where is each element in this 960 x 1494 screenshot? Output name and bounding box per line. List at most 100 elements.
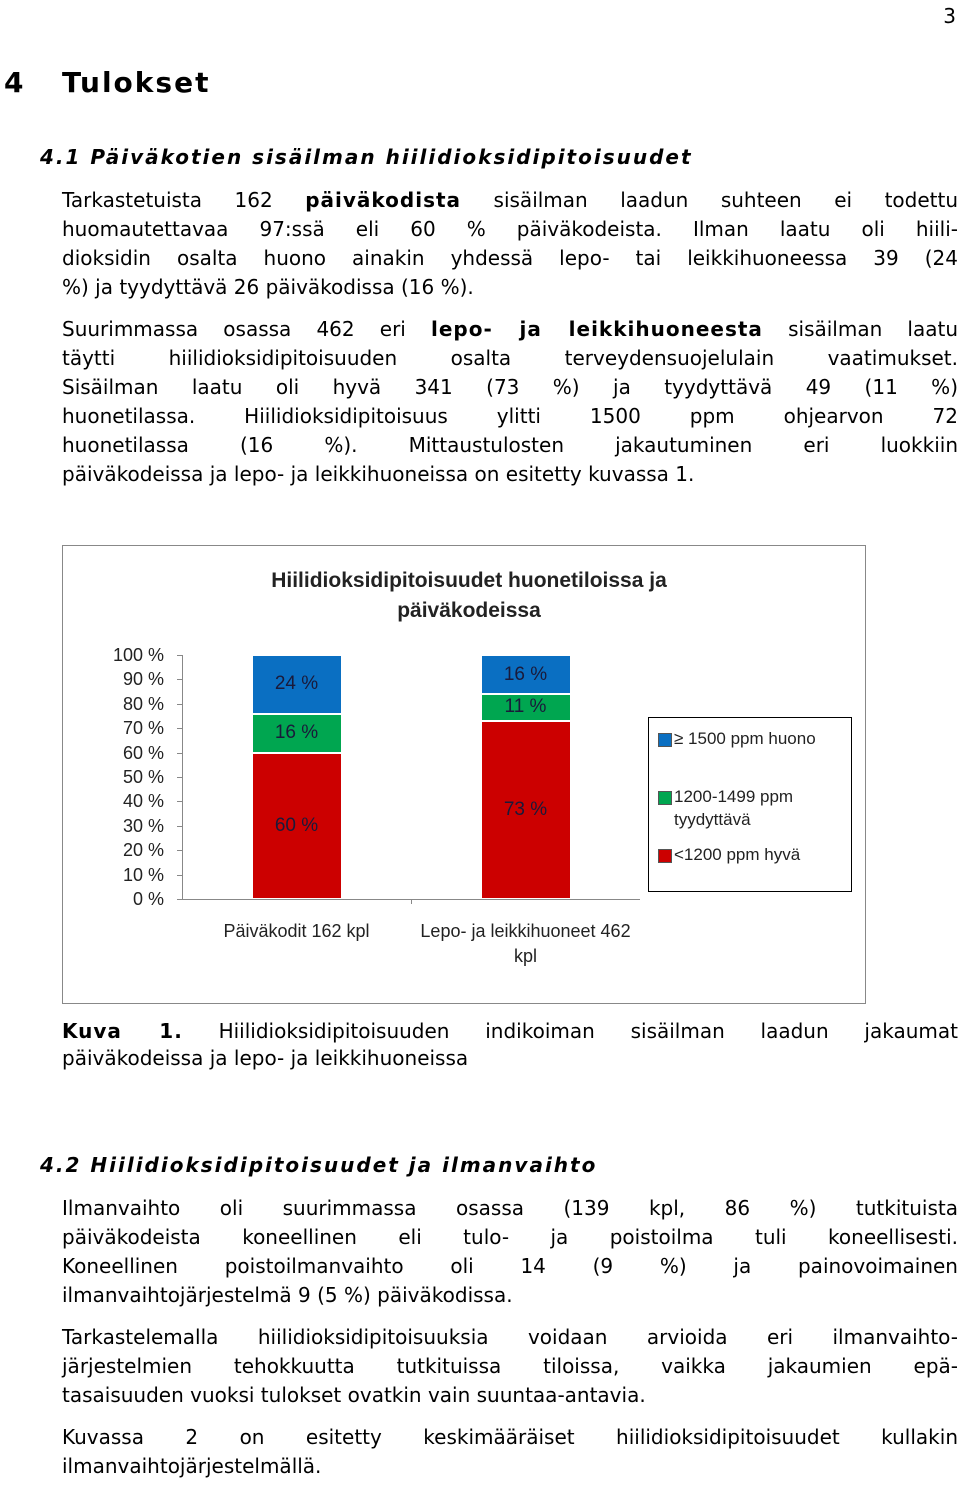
legend: ≥ 1500 ppm huono 1200-1499 ppm tyydyttävä… xyxy=(648,717,852,892)
y-tick xyxy=(177,801,182,803)
bold-text: lepo- ja leikkihuoneesta xyxy=(431,317,763,341)
y-tick xyxy=(177,899,182,900)
text: huomautettavaa 97:ssä eli 60 % päiväkode… xyxy=(62,217,958,241)
value-label: 16 % xyxy=(274,722,319,744)
text: sisäilman laadun suhteen ei todettu xyxy=(461,188,959,212)
text-line: Sisäilman laatu oli hyvä 341 (73 %) ja t… xyxy=(62,373,958,402)
value-label: 60 % xyxy=(274,814,319,836)
x-tick xyxy=(411,899,412,904)
text-line: Suurimmassa osassa 462 eri lepo- ja leik… xyxy=(62,315,958,344)
legend-swatch xyxy=(658,791,672,805)
text: dioksidin osalta huono ainakin yhdessä l… xyxy=(62,246,958,270)
text-line: dioksidin osalta huono ainakin yhdessä l… xyxy=(62,244,958,273)
y-tick-label: 50 % xyxy=(122,767,164,787)
page-number: 3 xyxy=(943,4,956,28)
text-line: täytti hiilidioksidipitoisuuden osalta t… xyxy=(62,344,958,373)
y-tick-label: 20 % xyxy=(122,840,164,861)
text: Hiilidioksidipitoisuuden indikoiman sisä… xyxy=(182,1019,958,1043)
x-tick-label: Päiväkodit 162 kpl xyxy=(223,921,370,941)
text-line: järjestelmien tehokkuutta tutkituissa ti… xyxy=(62,1352,958,1381)
y-tick xyxy=(177,850,182,852)
paragraph: Ilmanvaihto oli suurimmassa osassa (139 … xyxy=(62,1194,958,1310)
legend-label: 1200-1499 ppm tyydyttävä xyxy=(674,787,794,829)
text: päiväkodeissa ja lepo- ja leikkihuoneiss… xyxy=(62,1046,469,1070)
y-tick-label: 10 % xyxy=(122,864,164,885)
text-line: huonetilassa (16 %). Mittaustulosten jak… xyxy=(62,431,958,460)
chart: Hiilidioksidipitoisuudet huonetiloissa j… xyxy=(62,545,866,1004)
text: huonetilassa (16 %). Mittaustulosten jak… xyxy=(62,433,958,457)
legend-swatch xyxy=(658,733,672,747)
text: päiväkodeista koneellinen eli tulo- ja p… xyxy=(62,1225,958,1249)
paragraph: Tarkastelemalla hiilidioksidipitoisuuksi… xyxy=(62,1323,958,1410)
heading-title: Tulokset xyxy=(62,66,211,99)
bar-segment xyxy=(480,655,571,695)
text-line: päiväkodeissa ja lepo- ja leikkihuoneiss… xyxy=(62,460,958,489)
text: Sisäilman laatu oli hyvä 341 (73 %) ja t… xyxy=(62,375,958,399)
value-label: 24 % xyxy=(274,673,319,695)
text: Suurimmassa osassa 462 eri xyxy=(62,317,432,341)
text-line: huomautettavaa 97:ssä eli 60 % päiväkode… xyxy=(62,215,958,244)
text-line: ilmanvaihtojärjestelmällä. xyxy=(62,1452,958,1481)
text: %) ja tyydyttävä 26 päiväkodissa (16 %). xyxy=(62,275,474,299)
x-tick-label: Lepo- ja leikkihuoneet 462 kpl xyxy=(420,921,631,966)
text: Tarkastetuista 162 xyxy=(62,188,306,212)
y-tick-label: 60 % xyxy=(122,742,164,763)
section-heading: 4.2 Hiilidioksidipitoisuudet ja ilmanvai… xyxy=(40,1153,598,1177)
text-line: Tarkastetuista 162 päiväkodista sisäilma… xyxy=(62,186,958,215)
paragraph: Suurimmassa osassa 462 eri lepo- ja leik… xyxy=(62,315,958,489)
value-label: 11 % xyxy=(504,696,547,718)
y-tick xyxy=(177,874,182,876)
y-tick xyxy=(177,655,182,656)
paragraph: Kuvassa 2 on esitetty keskimääräiset hii… xyxy=(62,1423,958,1481)
caption: Kuva 1. Hiilidioksidipitoisuuden indikoi… xyxy=(62,1018,958,1072)
text-line: Koneellinen poistoilmanvaihto oli 14 (9 … xyxy=(62,1252,958,1281)
text: sisäilman laatu xyxy=(762,317,958,341)
text: Ilmanvaihto oli suurimmassa osassa (139 … xyxy=(62,1196,958,1220)
text-line: Kuvassa 2 on esitetty keskimääräiset hii… xyxy=(62,1423,958,1452)
text-line: huonetilassa. Hiilidioksidipitoisuus yli… xyxy=(62,402,958,431)
y-tick xyxy=(177,679,182,681)
text: Kuvassa 2 on esitetty keskimääräiset hii… xyxy=(62,1425,958,1449)
paragraph: Tarkastetuista 162 päiväkodista sisäilma… xyxy=(62,186,958,302)
y-tick-label: 70 % xyxy=(122,718,164,739)
text: huonetilassa. Hiilidioksidipitoisuus yli… xyxy=(62,404,958,428)
section: 4.2 Hiilidioksidipitoisuudet ja ilmanvai… xyxy=(40,1151,958,1494)
bar-segment xyxy=(480,720,571,899)
bold-text: Kuva 1. xyxy=(62,1019,183,1043)
legend-label: <1200 ppm hyvä xyxy=(674,845,801,864)
section-heading: 4.1 Päiväkotien sisäilman hiilidioksidip… xyxy=(40,145,693,169)
section: 4.1 Päiväkotien sisäilman hiilidioksidip… xyxy=(40,143,958,502)
text: järjestelmien tehokkuutta tutkituissa ti… xyxy=(62,1354,958,1378)
text-line: Tarkastelemalla hiilidioksidipitoisuuksi… xyxy=(62,1323,958,1352)
text: päiväkodeissa ja lepo- ja leikkihuoneiss… xyxy=(62,462,695,486)
y-tick-label: 30 % xyxy=(122,815,164,836)
text: ilmanvaihtojärjestelmällä. xyxy=(62,1454,322,1478)
heading-number: 4 xyxy=(4,66,26,99)
value-label: 73 % xyxy=(503,798,548,820)
y-tick xyxy=(177,752,182,754)
text-line: Kuva 1. Hiilidioksidipitoisuuden indikoi… xyxy=(62,1018,958,1045)
value-label: 16 % xyxy=(503,663,548,685)
bar-segment xyxy=(251,713,342,753)
y-tick xyxy=(177,728,182,730)
y-tick-label: 90 % xyxy=(122,669,164,690)
y-tick xyxy=(177,777,182,778)
text-line: %) ja tyydyttävä 26 päiväkodissa (16 %). xyxy=(62,273,958,302)
y-tick-label: 0 % xyxy=(132,889,164,909)
y-tick-label: 40 % xyxy=(122,791,164,812)
text-line: päiväkodeista koneellinen eli tulo- ja p… xyxy=(62,1223,958,1252)
y-tick xyxy=(177,703,182,705)
legend-swatch xyxy=(658,849,672,863)
y-tick-label: 100 % xyxy=(112,645,164,665)
text: Koneellinen poistoilmanvaihto oli 14 (9 … xyxy=(62,1254,958,1278)
text-line: päiväkodeissa ja lepo- ja leikkihuoneiss… xyxy=(62,1045,958,1072)
text-line: ilmanvaihtojärjestelmä 9 (5 %) päiväkodi… xyxy=(62,1281,958,1310)
text: täytti hiilidioksidipitoisuuden osalta t… xyxy=(62,346,958,370)
y-axis xyxy=(182,655,183,899)
text: ilmanvaihtojärjestelmä 9 (5 %) päiväkodi… xyxy=(62,1283,513,1307)
text-line: tasaisuuden vuoksi tulokset ovatkin vain… xyxy=(62,1381,958,1410)
bar-segment xyxy=(480,694,571,721)
bold-text: päiväkodista xyxy=(305,188,462,212)
y-tick xyxy=(177,825,182,827)
